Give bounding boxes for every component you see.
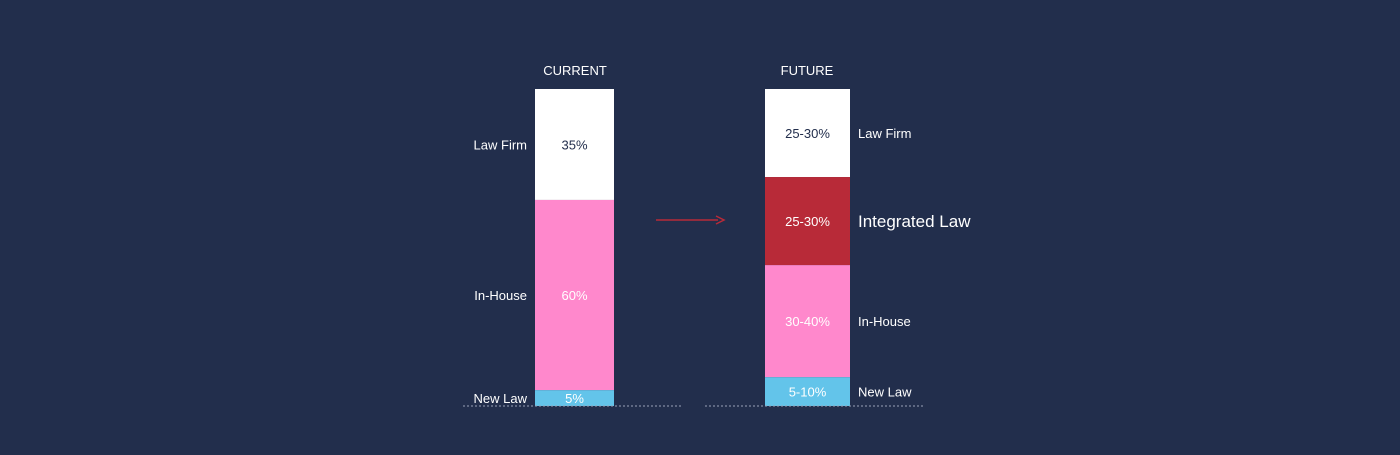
- arrow-head: [715, 215, 726, 225]
- future-segment-integrated-law: [765, 177, 850, 266]
- future-category-label-law-firm: Law Firm: [858, 126, 911, 141]
- current-segment-new-law: [535, 390, 614, 406]
- future-segment-law-firm: [765, 89, 850, 178]
- current-category-label-new-law: New Law: [474, 391, 528, 406]
- future-data-label-new-law: 5-10%: [789, 385, 827, 400]
- future-category-label-new-law: New Law: [858, 385, 912, 400]
- future-category-label-integrated-law: Integrated Law: [858, 212, 971, 231]
- future-data-label-integrated-law: 25-30%: [785, 214, 830, 229]
- future-segment-new-law: [765, 377, 850, 406]
- future-data-label-law-firm: 25-30%: [785, 126, 830, 141]
- current-bar-title: CURRENT: [543, 63, 607, 78]
- future-data-label-in-house: 30-40%: [785, 314, 830, 329]
- current-category-label-in-house: In-House: [474, 288, 527, 303]
- current-segment-law-firm: [535, 89, 614, 200]
- current-segment-in-house: [535, 199, 614, 391]
- current-data-label-new-law: 5%: [565, 391, 584, 406]
- future-bar-title: FUTURE: [781, 63, 834, 78]
- future-segment-in-house: [765, 265, 850, 378]
- current-data-label-law-firm: 35%: [561, 137, 587, 152]
- current-data-label-in-house: 60%: [561, 288, 587, 303]
- current-category-label-law-firm: Law Firm: [474, 137, 527, 152]
- future-category-label-in-house: In-House: [858, 314, 911, 329]
